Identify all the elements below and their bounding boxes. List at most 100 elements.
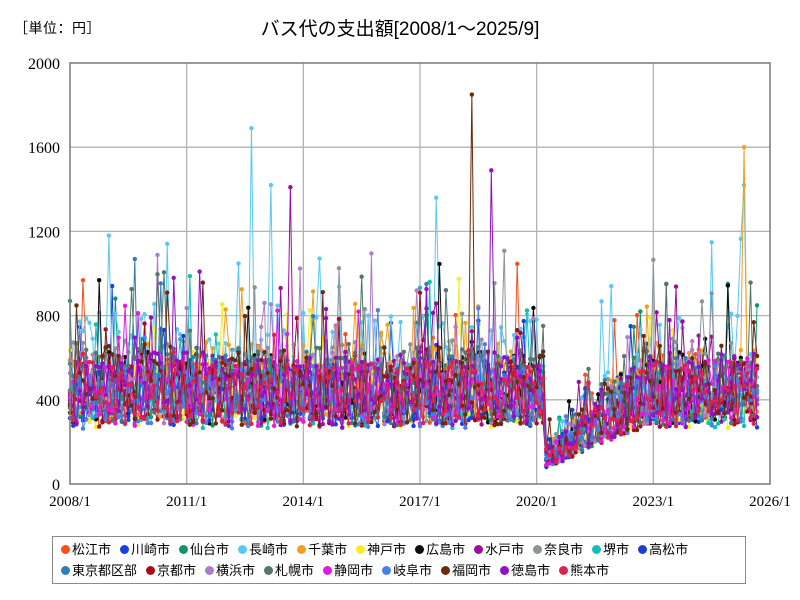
data-point [106, 385, 112, 390]
data-point [677, 417, 682, 422]
legend-item-東京都区部[interactable]: 東京都区部 [61, 564, 137, 577]
legend-item-奈良市[interactable]: 奈良市 [533, 543, 583, 556]
data-point [654, 360, 659, 365]
data-point [651, 257, 656, 263]
data-point [518, 374, 523, 379]
data-point [680, 366, 685, 372]
data-point [515, 395, 520, 400]
data-point [677, 368, 682, 374]
data-point [430, 310, 436, 316]
data-point [249, 371, 254, 376]
data-point [113, 369, 118, 375]
data-point [741, 383, 747, 389]
data-point [132, 356, 138, 362]
legend-item-熊本市[interactable]: 熊本市 [559, 564, 609, 577]
data-point [242, 384, 248, 390]
legend-item-神戸市[interactable]: 神戸市 [356, 543, 406, 556]
data-point [482, 341, 488, 347]
data-point [155, 252, 160, 258]
data-point [531, 357, 536, 362]
data-point [508, 404, 513, 410]
data-point [563, 445, 569, 450]
data-point [278, 285, 283, 291]
data-point [220, 418, 225, 424]
data-point [631, 355, 637, 360]
data-point [375, 415, 381, 420]
data-point [126, 369, 131, 374]
data-point [382, 414, 387, 419]
legend-item-札幌市[interactable]: 札幌市 [264, 564, 314, 577]
data-point [297, 417, 303, 422]
data-point [372, 410, 377, 415]
legend-swatch-icon [638, 545, 648, 554]
legend-item-岐阜市[interactable]: 岐阜市 [382, 564, 432, 577]
legend-item-堺市[interactable]: 堺市 [592, 543, 629, 556]
data-point [148, 352, 154, 357]
data-point [184, 350, 189, 355]
data-point [310, 289, 316, 294]
data-point [109, 283, 115, 289]
data-point [139, 414, 144, 420]
data-point [489, 417, 494, 423]
data-point [709, 240, 714, 245]
legend-row-1: 松江市 川崎市 仙台市 長崎市 千葉市 神戸市 広島市 水戸市 奈良市 堺市 高松市 [61, 539, 739, 560]
data-point [74, 373, 79, 378]
data-point [84, 417, 89, 422]
data-point [609, 437, 614, 442]
data-point [644, 417, 650, 422]
data-point [602, 377, 607, 383]
legend-item-千葉市[interactable]: 千葉市 [297, 543, 347, 556]
data-point [540, 349, 546, 354]
data-point [330, 350, 335, 356]
data-point [657, 411, 663, 416]
data-point [148, 315, 154, 320]
legend-item-label: 熊本市 [570, 563, 610, 578]
data-point [294, 424, 300, 429]
data-point [540, 375, 546, 381]
legend-item-福岡市[interactable]: 福岡市 [441, 564, 491, 577]
data-point [259, 384, 264, 390]
data-point [113, 421, 118, 426]
data-point [275, 308, 280, 313]
data-point [297, 405, 303, 411]
data-point [651, 363, 656, 368]
data-point [754, 353, 760, 359]
data-point [453, 372, 458, 378]
legend-swatch-icon [238, 545, 248, 554]
data-point [155, 272, 160, 277]
data-point [223, 340, 228, 346]
data-point [336, 266, 342, 271]
legend-item-label: 奈良市 [544, 542, 584, 557]
data-point [265, 401, 270, 406]
data-point [158, 347, 163, 353]
data-point [158, 368, 163, 374]
chart-title: バス代の支出額[2008/1～2025/9] [260, 19, 540, 40]
data-point [365, 424, 371, 430]
data-point [502, 338, 507, 344]
data-point [411, 423, 416, 429]
legend-item-静岡市[interactable]: 静岡市 [323, 564, 373, 577]
legend-item-松江市[interactable]: 松江市 [61, 543, 111, 556]
legend-item-高松市[interactable]: 高松市 [638, 543, 688, 556]
legend-item-川崎市[interactable]: 川崎市 [120, 543, 170, 556]
data-point [618, 394, 624, 400]
data-point [310, 352, 316, 358]
legend-item-広島市[interactable]: 広島市 [415, 543, 465, 556]
data-point [171, 275, 176, 281]
legend-item-label: 徳島市 [511, 563, 551, 578]
data-point [262, 389, 267, 395]
data-point [456, 276, 462, 282]
legend-item-京都市[interactable]: 京都市 [146, 564, 196, 577]
data-point [531, 418, 536, 423]
data-point [702, 336, 708, 342]
legend-item-仙台市[interactable]: 仙台市 [179, 543, 229, 556]
data-point [738, 347, 744, 353]
data-point [479, 337, 484, 342]
legend-item-水戸市[interactable]: 水戸市 [474, 543, 524, 556]
legend-item-徳島市[interactable]: 徳島市 [500, 564, 550, 577]
legend-item-横浜市[interactable]: 横浜市 [205, 564, 255, 577]
legend-item-長崎市[interactable]: 長崎市 [238, 543, 288, 556]
data-point [385, 322, 390, 327]
data-point [741, 401, 747, 407]
data-point [87, 392, 92, 397]
